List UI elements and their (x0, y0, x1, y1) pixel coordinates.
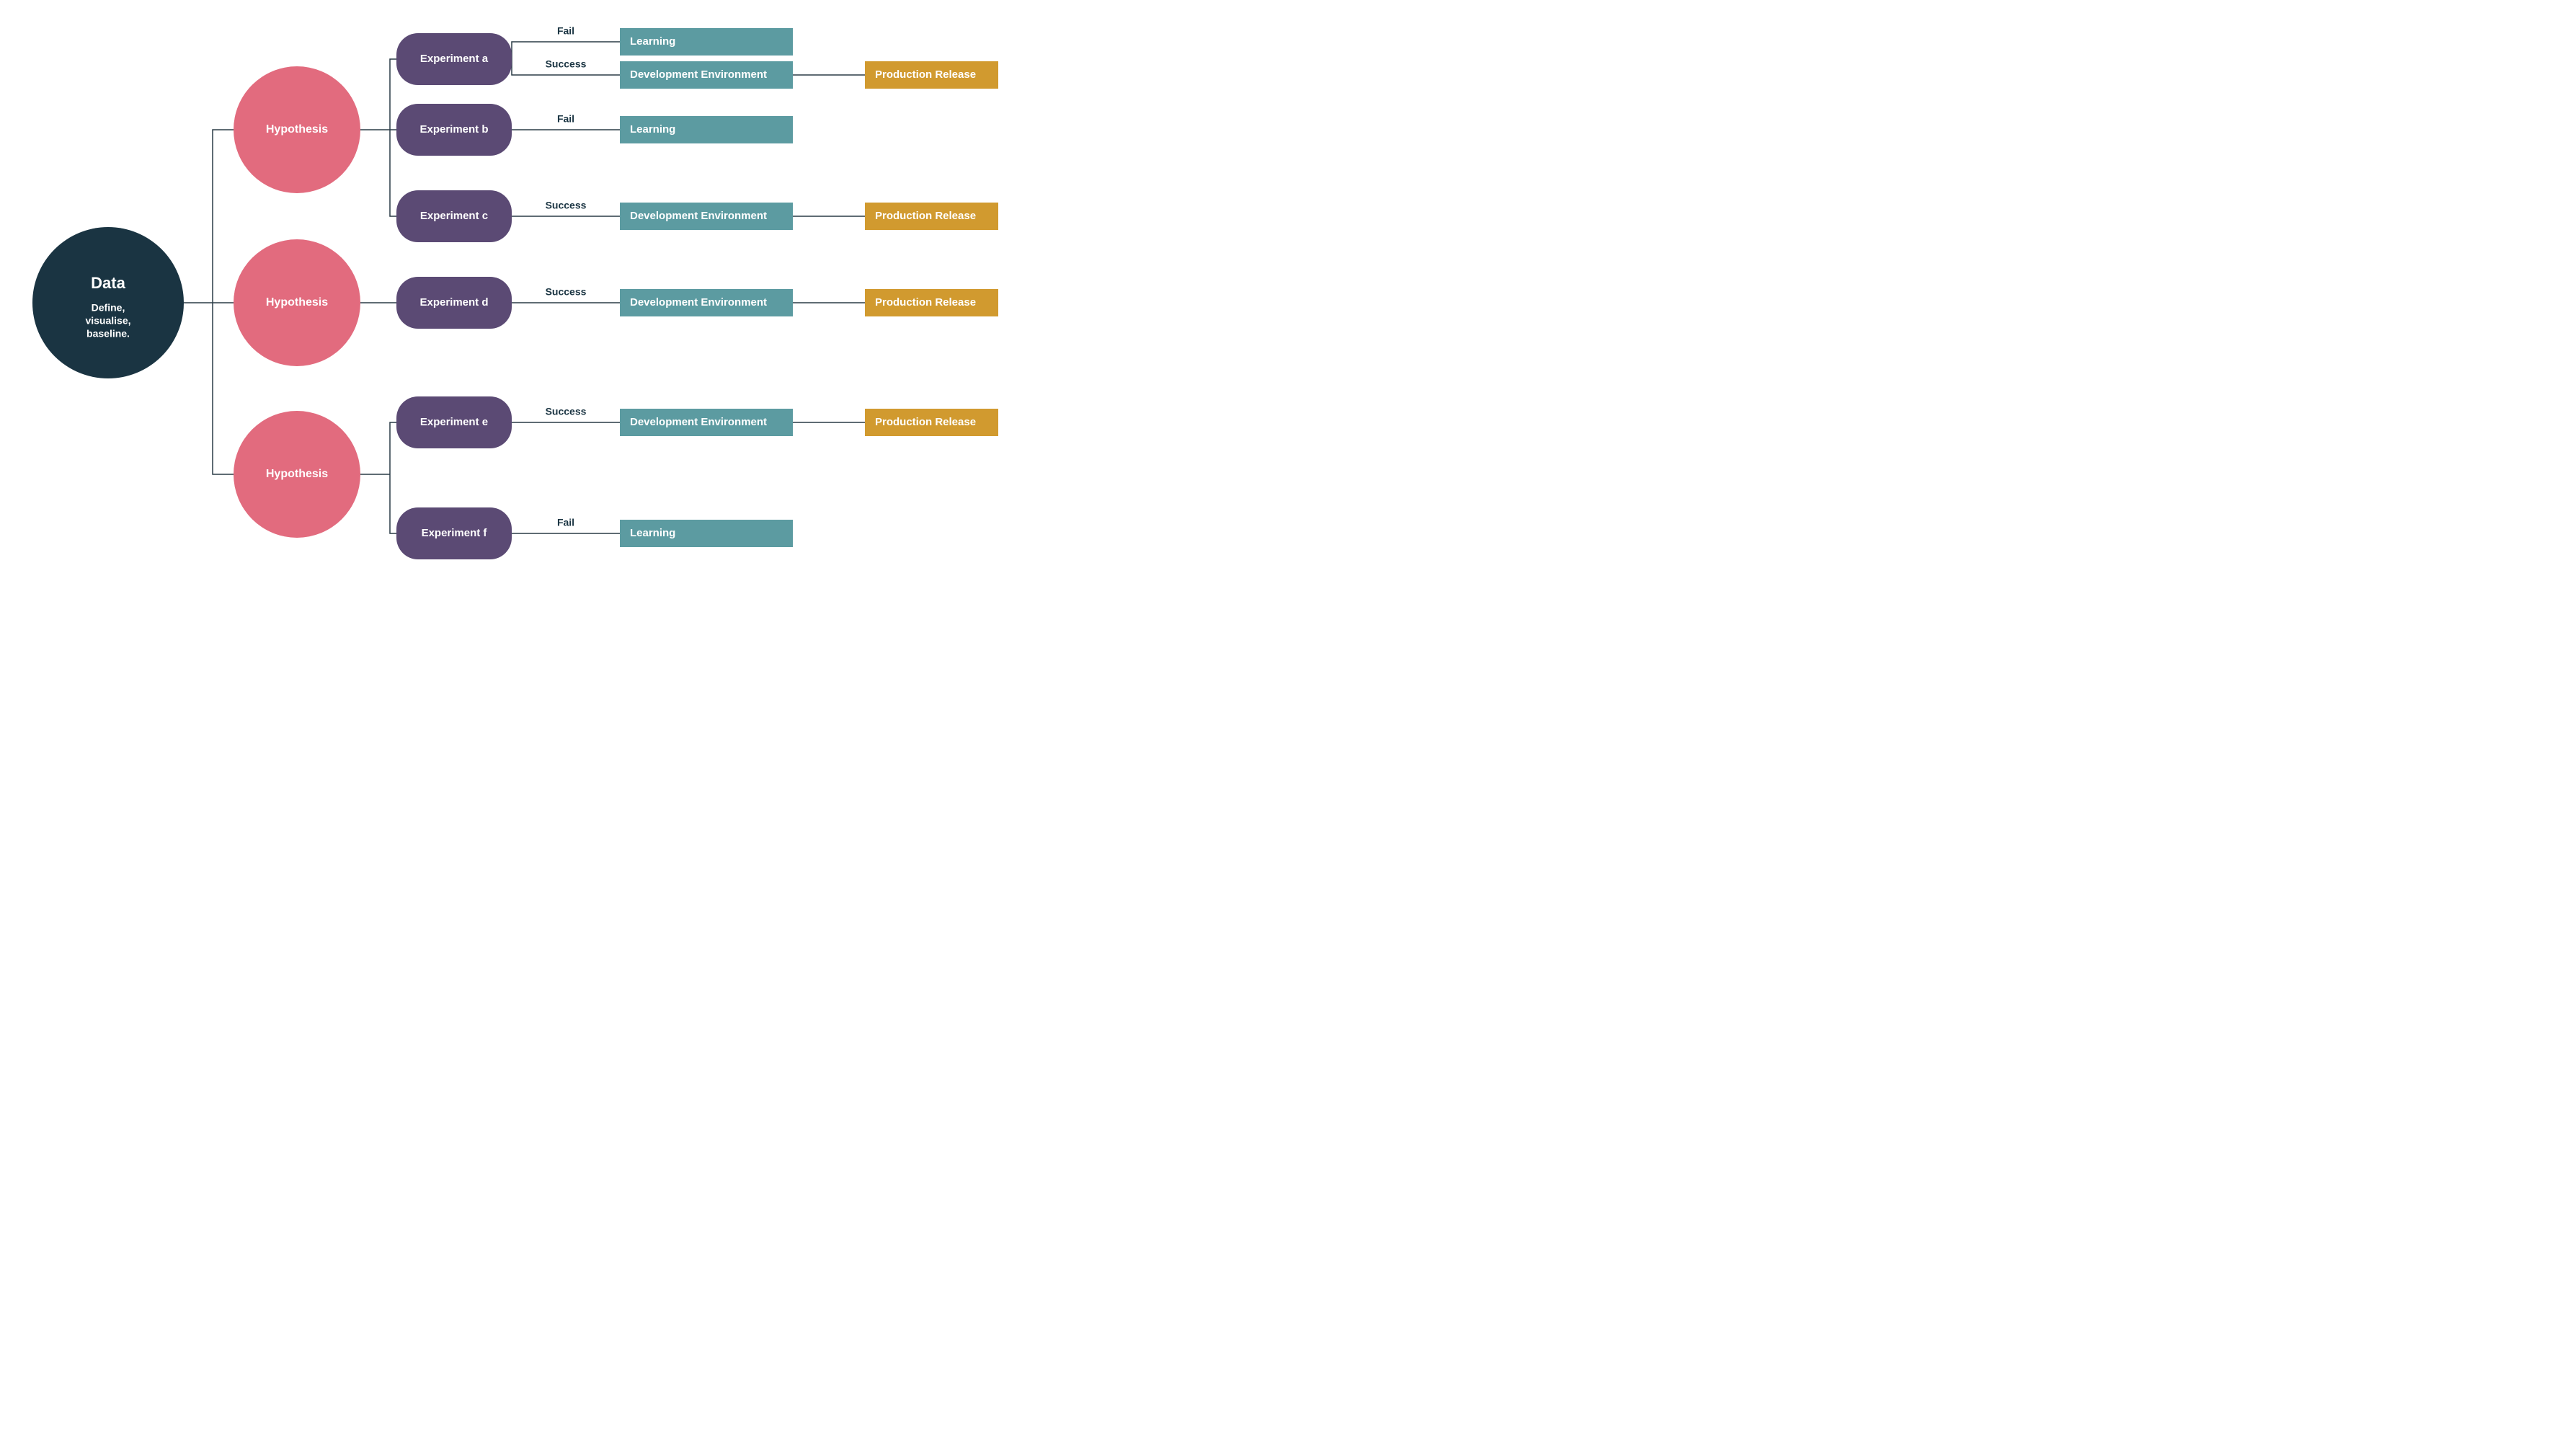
box-label: Development Environment (630, 296, 767, 309)
box-label: Learning (630, 527, 675, 539)
box-label: Development Environment (630, 416, 767, 428)
edge-label: Fail (557, 517, 574, 528)
experiment-label: Experiment f (422, 527, 488, 539)
hypothesis-label: Hypothesis (266, 468, 328, 480)
box-label: Learning (630, 35, 675, 48)
experiment-label: Experiment d (419, 296, 488, 309)
edge-label: Success (546, 58, 587, 70)
edge-label: Success (546, 200, 587, 211)
edge-label: Fail (557, 25, 574, 37)
box-label: Production Release (875, 416, 976, 428)
hypothesis-label: Hypothesis (266, 123, 328, 136)
data-sub: visualise, (85, 315, 130, 327)
data-sub: baseline. (86, 328, 130, 340)
experiment-label: Experiment a (420, 53, 489, 65)
experiment-label: Experiment c (420, 210, 488, 222)
edge-label: Success (546, 286, 587, 298)
box-label: Development Environment (630, 68, 767, 81)
data-sub: Define, (92, 302, 125, 314)
box-label: Production Release (875, 210, 976, 222)
box-label: Development Environment (630, 210, 767, 222)
experiment-label: Experiment e (420, 416, 488, 428)
flow-diagram: Fail Success Fail Success Success Success Fail… (0, 0, 1038, 584)
data-title: Data (91, 274, 125, 292)
edge-label: Success (546, 406, 587, 417)
box-label: Learning (630, 123, 675, 136)
box-label: Production Release (875, 68, 976, 81)
box-label: Production Release (875, 296, 976, 309)
edge-label: Fail (557, 113, 574, 125)
hypothesis-label: Hypothesis (266, 296, 328, 309)
experiment-label: Experiment b (419, 123, 488, 136)
